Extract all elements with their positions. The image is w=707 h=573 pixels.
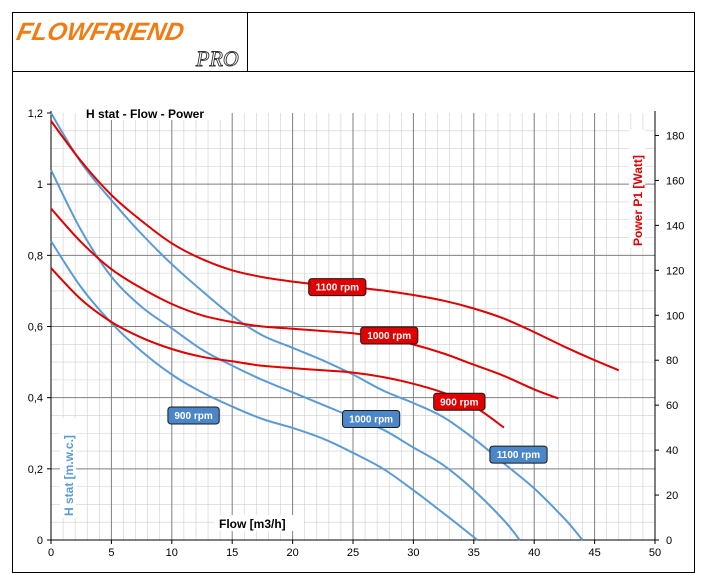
y-left-tick-labels: 0 0,2 0,4 0,6 0,8 1 1,2 bbox=[28, 108, 43, 547]
major-grid bbox=[51, 113, 655, 540]
y-left-tick-label: 0,4 bbox=[28, 393, 43, 405]
y-left-tick-label: 0,6 bbox=[28, 322, 43, 334]
y-right-tick-label: 20 bbox=[666, 490, 678, 502]
x-tick-label: 45 bbox=[588, 547, 600, 559]
y-left-tick-label: 0,8 bbox=[28, 250, 43, 262]
badge-text: 900 rpm bbox=[174, 411, 212, 422]
badge-text: 900 rpm bbox=[440, 397, 478, 408]
x-axis-label: Flow [m3/h] bbox=[219, 517, 286, 531]
badge-text: 1000 rpm bbox=[349, 415, 393, 426]
power-curve-900-rpm bbox=[50, 267, 505, 429]
axes bbox=[47, 111, 659, 544]
head-curve-900-rpm bbox=[50, 240, 479, 541]
y-left-axis-label: H stat [m.w.c.] bbox=[62, 435, 76, 516]
badge-box bbox=[433, 392, 486, 411]
badge-box bbox=[489, 445, 548, 464]
head-label-badge: 1000 rpm bbox=[342, 410, 401, 429]
y-right-tick-label: 120 bbox=[666, 265, 684, 277]
x-tick-label: 15 bbox=[226, 547, 238, 559]
y-right-tick-label: 140 bbox=[666, 220, 684, 232]
power-label-badge: 1100 rpm bbox=[308, 278, 367, 297]
badge-text: 1100 rpm bbox=[316, 283, 359, 294]
x-tick-label: 50 bbox=[649, 547, 661, 559]
logo-sub: PRO bbox=[195, 46, 239, 71]
x-tick-label: 5 bbox=[108, 547, 114, 559]
badge-box bbox=[342, 410, 401, 429]
y-right-tick-labels: 0 20 40 60 80 100 120 140 160 180 bbox=[666, 130, 684, 547]
power-label-badge: 1000 rpm bbox=[360, 326, 419, 345]
x-tick-label: 20 bbox=[286, 547, 298, 559]
badge-text: 1100 rpm bbox=[497, 450, 540, 461]
y-right-tick-label: 160 bbox=[666, 175, 684, 187]
badge-box bbox=[360, 326, 419, 345]
xlabel-backing bbox=[214, 515, 304, 531]
power-curve-1000-rpm bbox=[50, 207, 559, 400]
head-label-badge: 1100 rpm bbox=[489, 445, 548, 464]
badge-box bbox=[308, 278, 367, 297]
x-tick-label: 10 bbox=[166, 547, 178, 559]
y-right-tick-label: 60 bbox=[666, 400, 678, 412]
badge-box bbox=[167, 406, 220, 425]
head-label-badge: 900 rpm bbox=[167, 406, 220, 425]
chart-title: H stat - Flow - Power bbox=[86, 107, 204, 121]
y-right-tick-label: 40 bbox=[666, 445, 678, 457]
power-label-badge: 900 rpm bbox=[433, 392, 486, 411]
y-right-tick-label: 0 bbox=[666, 535, 672, 547]
x-tick-label: 25 bbox=[347, 547, 359, 559]
x-tick-labels: 0 5 10 15 20 25 30 35 40 45 50 bbox=[48, 547, 661, 559]
x-tick-label: 0 bbox=[48, 547, 54, 559]
y-left-tick-label: 0 bbox=[37, 535, 43, 547]
series-badges: 900 rpm 1000 rpm 1100 rpm 1100 rpm 1000 rpm 9… bbox=[167, 278, 548, 464]
brand-logo: FLOWFRIEND PRO bbox=[14, 18, 239, 71]
logo-text: FLOWFRIEND bbox=[14, 18, 186, 46]
y-left-tick-label: 1,2 bbox=[28, 108, 43, 120]
badge-text: 1000 rpm bbox=[367, 331, 411, 342]
head-curve-1000-rpm bbox=[50, 169, 521, 541]
ylabel-left-backing bbox=[60, 418, 76, 518]
y-left-tick-label: 1 bbox=[37, 179, 43, 191]
x-tick-label: 40 bbox=[528, 547, 540, 559]
x-tick-label: 30 bbox=[407, 547, 419, 559]
title-backing bbox=[81, 106, 231, 120]
y-right-tick-label: 80 bbox=[666, 355, 678, 367]
y-right-axis-label: Power P1 [Watt] bbox=[631, 155, 645, 246]
y-left-tick-label: 0,2 bbox=[28, 464, 43, 476]
x-tick-label: 35 bbox=[468, 547, 480, 559]
y-right-tick-label: 180 bbox=[666, 130, 684, 142]
ylabel-right-backing bbox=[629, 130, 645, 248]
y-right-tick-label: 100 bbox=[666, 310, 684, 322]
